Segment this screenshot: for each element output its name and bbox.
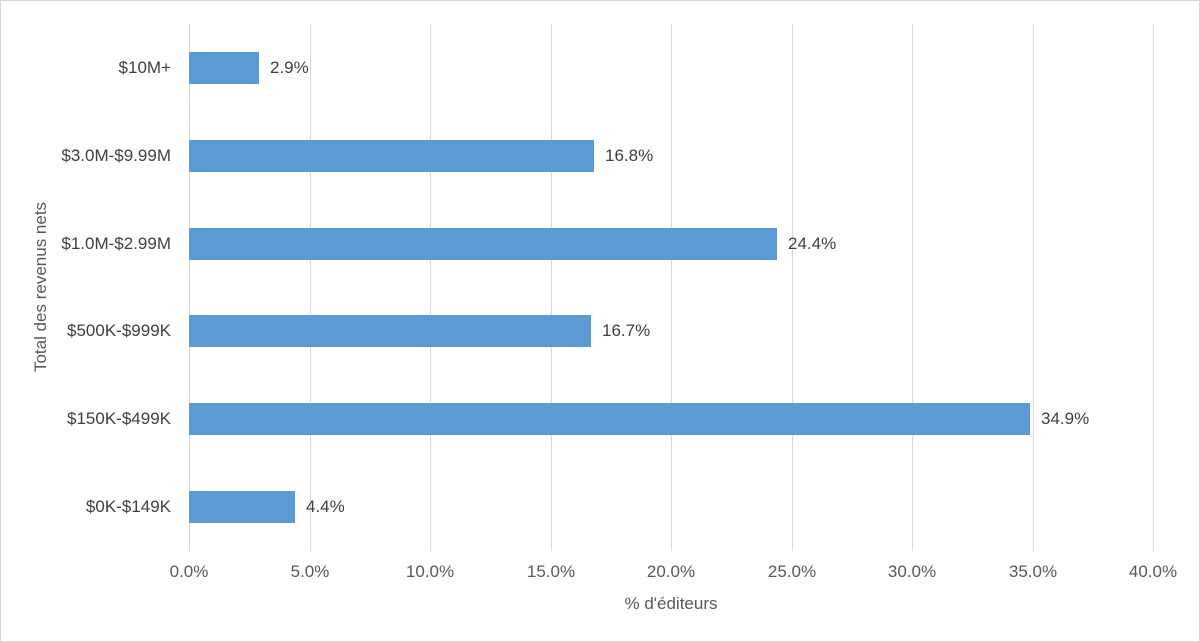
bar [189, 52, 259, 84]
bar [189, 403, 1030, 435]
gridline [912, 24, 913, 551]
bar [189, 491, 295, 523]
category-label: $10M+ [118, 58, 171, 77]
category-label: $0K-$149K [85, 497, 171, 516]
x-tick-label: 30.0% [887, 562, 937, 581]
value-label: 16.8% [605, 146, 654, 165]
category-label: $3.0M-$9.99M [61, 146, 171, 165]
gridline [1153, 24, 1154, 551]
gridline [671, 24, 672, 551]
category-label: $150K-$499K [67, 409, 171, 428]
x-tick-label: 35.0% [1008, 562, 1058, 581]
gridline [1033, 24, 1034, 551]
bar [189, 140, 594, 172]
category-label: $1.0M-$2.99M [61, 234, 171, 253]
x-tick-label: 5.0% [290, 562, 330, 581]
gridline [792, 24, 793, 551]
x-tick-label: 10.0% [405, 562, 455, 581]
x-tick-label: 0.0% [169, 562, 209, 581]
value-label: 2.9% [270, 58, 309, 77]
category-label: $500K-$999K [67, 321, 171, 340]
gridline [551, 24, 552, 551]
x-axis-title: % d'éditeurs [624, 594, 718, 613]
gridline [310, 24, 311, 551]
bar [189, 315, 591, 347]
value-label: 16.7% [602, 321, 651, 340]
x-tick-label: 40.0% [1128, 562, 1178, 581]
plot-area [189, 24, 1154, 551]
value-label: 24.4% [788, 234, 837, 253]
value-label: 4.4% [306, 497, 345, 516]
gridline [430, 24, 431, 551]
x-tick-label: 15.0% [526, 562, 576, 581]
x-tick-label: 20.0% [646, 562, 696, 581]
x-tick-label: 25.0% [767, 562, 817, 581]
value-label: 34.9% [1041, 409, 1090, 428]
bar [189, 228, 777, 260]
y-axis-title: Total des revenus nets [31, 201, 50, 373]
y-axis-line [189, 24, 190, 551]
